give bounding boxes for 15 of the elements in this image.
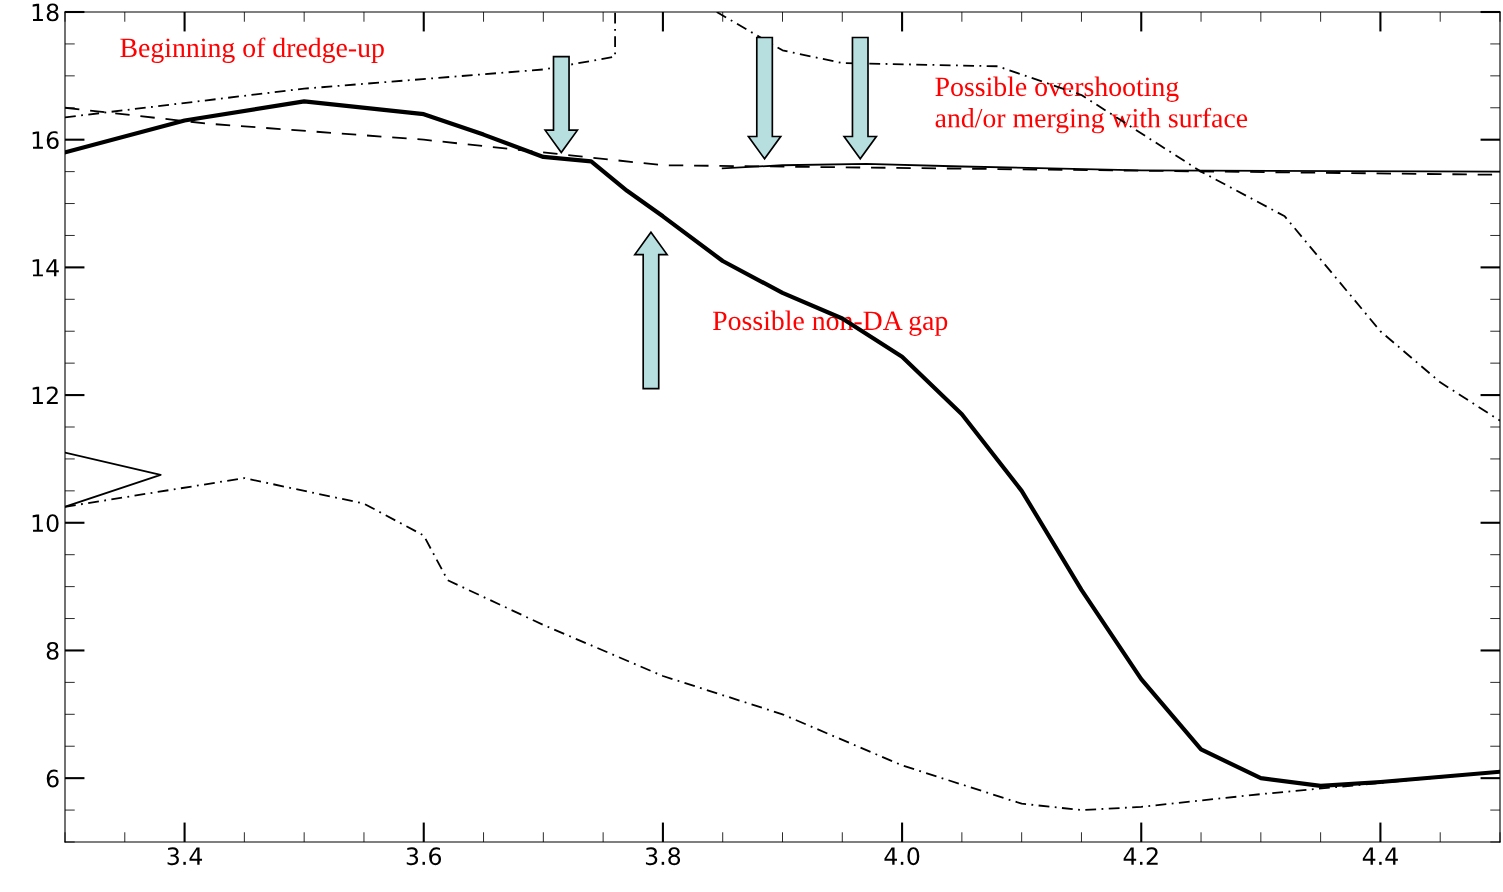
- x-tick-label: 4.4: [1362, 847, 1398, 865]
- x-tick-label: 3.4: [167, 847, 203, 866]
- y-tick-label: 6: [46, 769, 59, 788]
- y-tick-label: 8: [46, 641, 59, 660]
- y-tick-label: 18: [32, 3, 59, 22]
- x-tick-label: 3.6: [406, 847, 442, 866]
- y-tick-label: 12: [32, 386, 58, 405]
- x-tick-label: 3.8: [645, 847, 681, 866]
- y-tick-label: 16: [32, 131, 59, 149]
- x-tick-label: 4.2: [1123, 847, 1158, 865]
- y-tick-label: 10: [32, 514, 59, 533]
- annotation: Possible overshooting and/or merging with surface: [935, 76, 1248, 134]
- annotation: Beginning of dredge-up: [120, 37, 384, 63]
- y-tick-label: 14: [32, 259, 59, 277]
- x-tick-label: 4.0: [884, 847, 920, 866]
